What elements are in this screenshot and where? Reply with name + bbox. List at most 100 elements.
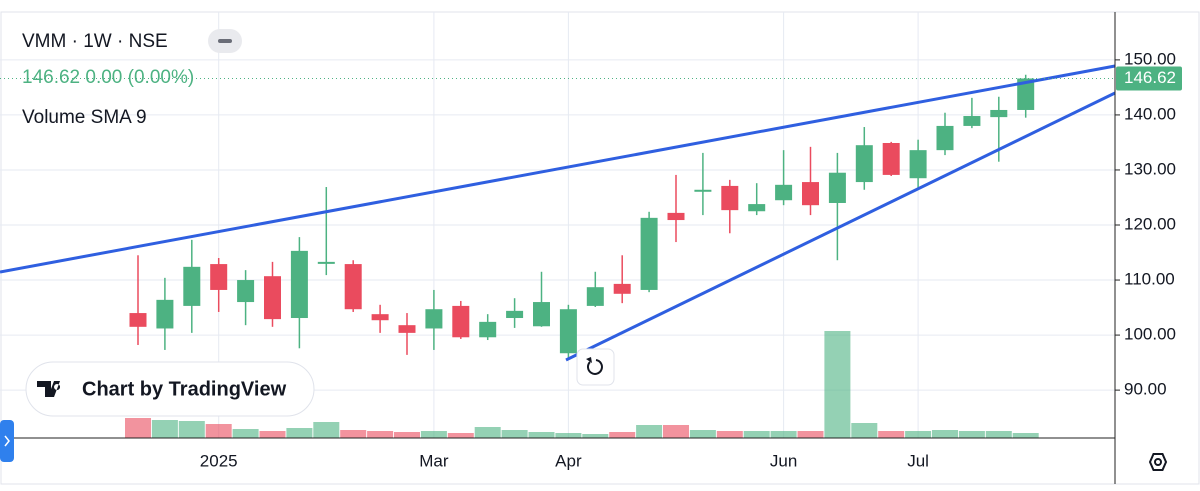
candle-body bbox=[775, 184, 793, 201]
last-price-box bbox=[1116, 66, 1182, 91]
candle-body bbox=[210, 264, 228, 290]
volume-bar bbox=[232, 429, 259, 438]
volume-bar bbox=[394, 432, 420, 438]
candle-body bbox=[828, 172, 846, 203]
candle-body bbox=[882, 142, 900, 175]
candle-body bbox=[721, 185, 739, 211]
reset-bg bbox=[576, 348, 615, 386]
candle-body bbox=[802, 182, 819, 206]
candle-body bbox=[317, 261, 335, 264]
tv-logo bbox=[37, 381, 61, 397]
candle-body bbox=[533, 302, 550, 327]
y-tick-label: 100.00 bbox=[1124, 325, 1176, 344]
volume-bar bbox=[689, 430, 716, 438]
volume-bar bbox=[286, 428, 313, 438]
volume-bar bbox=[555, 433, 582, 438]
quote: 146.62 0.00 (0.00%) bbox=[22, 67, 194, 88]
candle-body bbox=[237, 280, 255, 303]
trend-line bbox=[565, 91, 1116, 362]
x-tick-label: Jul bbox=[907, 451, 929, 470]
candle-body bbox=[748, 204, 766, 212]
candle-body bbox=[559, 309, 577, 354]
settings-icon bbox=[1148, 453, 1168, 471]
candle-body bbox=[586, 287, 604, 306]
candle-body bbox=[344, 264, 362, 310]
axis: 90.00 100.00 110.00 120.00 130.00 140.00 150.0… bbox=[0, 49, 1182, 470]
candle-body bbox=[936, 125, 954, 151]
settings-button[interactable] bbox=[1148, 453, 1168, 471]
candle-body bbox=[129, 313, 147, 327]
volume-bar bbox=[151, 420, 178, 438]
candle-body bbox=[667, 212, 685, 221]
watermark: Chart by TradingView bbox=[82, 378, 287, 400]
volume-bar bbox=[259, 431, 286, 438]
volume-bar bbox=[663, 425, 689, 438]
volume-bar bbox=[985, 431, 1012, 438]
volume-bar bbox=[932, 430, 958, 438]
candle-body bbox=[990, 109, 1008, 118]
volume-bar bbox=[636, 425, 663, 438]
y-tick-label: 110.00 bbox=[1124, 270, 1175, 289]
candles bbox=[129, 74, 1035, 359]
volume-bar bbox=[528, 432, 555, 438]
x-tick-label: Jun bbox=[770, 451, 797, 470]
side-tab[interactable] bbox=[0, 420, 14, 462]
volume-bar bbox=[824, 331, 851, 438]
candle-body bbox=[1017, 78, 1035, 110]
candle-body bbox=[855, 145, 873, 183]
volume-bar bbox=[743, 431, 770, 438]
last-price-label: 146.62 bbox=[1124, 68, 1176, 87]
y-tick-label: 120.00 bbox=[1124, 214, 1176, 233]
volume-bar bbox=[609, 432, 636, 438]
symbol-title: VMM · 1W · NSE bbox=[22, 31, 168, 52]
reset-icon bbox=[587, 359, 603, 375]
y-tick-label: 130.00 bbox=[1124, 159, 1176, 178]
volume-bar bbox=[1012, 433, 1039, 438]
y-tick-label: 90.00 bbox=[1124, 380, 1167, 399]
side-tab-icon bbox=[4, 435, 10, 447]
candle-body bbox=[479, 321, 497, 338]
candle-body bbox=[290, 250, 308, 319]
candle-body bbox=[183, 266, 201, 306]
volume-bar bbox=[770, 431, 797, 438]
candle-body bbox=[452, 305, 470, 338]
y-tick-label: 150.00 bbox=[1124, 49, 1176, 68]
reset-arrow bbox=[586, 357, 592, 363]
reset-button[interactable] bbox=[576, 348, 615, 386]
volume-bar bbox=[125, 418, 151, 438]
candle-body bbox=[613, 283, 631, 294]
indicator-label: Volume SMA 9 bbox=[22, 107, 147, 128]
volume-bar bbox=[797, 431, 824, 438]
volume-bar bbox=[447, 433, 474, 438]
volume-bar bbox=[958, 431, 985, 438]
volume-bar bbox=[205, 424, 232, 438]
volume-pane bbox=[125, 331, 1039, 438]
volume-bar bbox=[878, 431, 905, 438]
volume-bar bbox=[905, 431, 932, 438]
watermark-badge[interactable]: Chart by TradingView bbox=[25, 361, 315, 417]
settings-dot bbox=[1154, 458, 1162, 466]
candle-body bbox=[156, 299, 174, 329]
volume-bar bbox=[420, 431, 447, 438]
x-tick-label: Mar bbox=[419, 451, 449, 470]
x-tick-label: 2025 bbox=[200, 451, 238, 470]
volume-bar bbox=[582, 434, 609, 438]
candle-body bbox=[398, 325, 416, 333]
candle-body bbox=[425, 309, 443, 329]
y-tick-label: 140.00 bbox=[1124, 104, 1176, 123]
candle-body bbox=[963, 116, 981, 126]
collapse-icon bbox=[218, 39, 232, 43]
volume-bar bbox=[474, 427, 501, 438]
candle-body bbox=[264, 276, 281, 320]
x-tick-label: Apr bbox=[555, 451, 582, 470]
volume-bar bbox=[313, 422, 340, 438]
volume-bar bbox=[501, 430, 528, 438]
candle-body bbox=[371, 314, 389, 321]
volume-bar bbox=[340, 430, 367, 438]
candle-body bbox=[909, 150, 927, 179]
volume-bar bbox=[716, 431, 743, 438]
volume-bar bbox=[178, 421, 205, 438]
volume-bar bbox=[851, 423, 878, 438]
candle-body bbox=[694, 189, 712, 192]
